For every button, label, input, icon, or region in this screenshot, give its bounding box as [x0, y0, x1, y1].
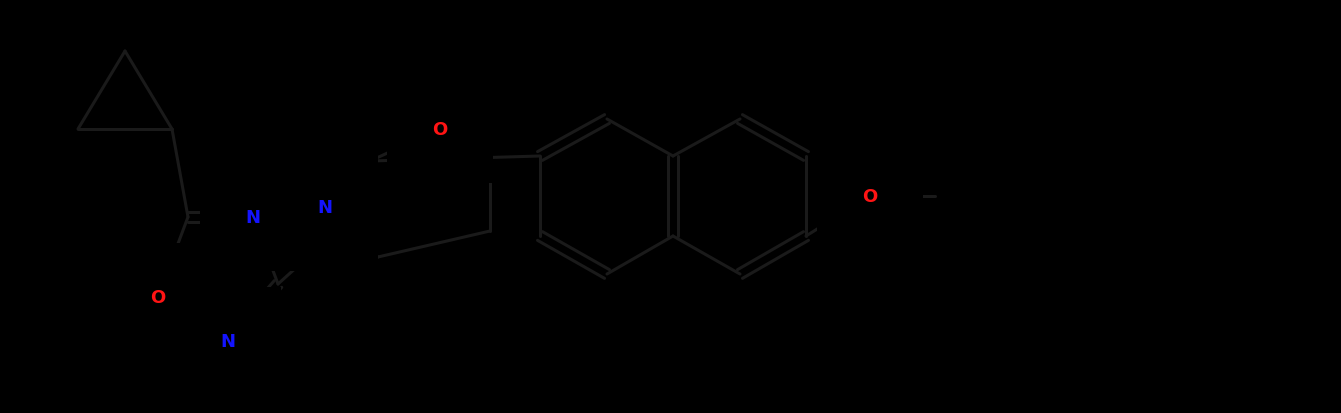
- Text: O: O: [432, 121, 448, 139]
- Text: N: N: [318, 199, 333, 216]
- Text: O: O: [150, 288, 166, 306]
- Text: N: N: [245, 209, 260, 226]
- Text: O: O: [862, 188, 877, 206]
- Text: N: N: [220, 332, 236, 350]
